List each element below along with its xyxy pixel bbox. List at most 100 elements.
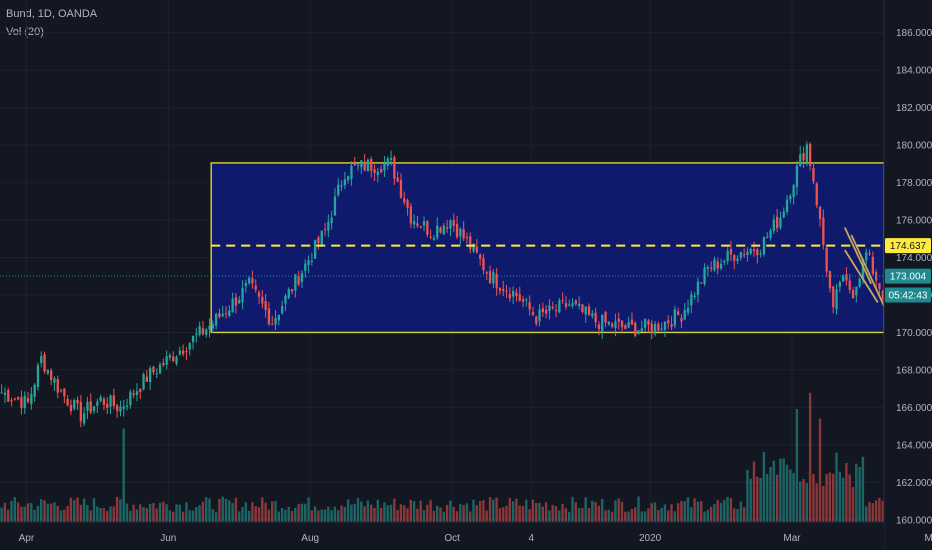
volume-bar	[46, 503, 49, 522]
candle-body	[403, 198, 406, 203]
volume-bar	[802, 479, 805, 522]
candle-body	[396, 177, 399, 182]
volume-bar	[871, 502, 874, 522]
volume-bar	[874, 500, 878, 522]
volume-bar	[769, 466, 772, 522]
candle-body	[406, 200, 409, 208]
candle-body	[733, 255, 736, 261]
candle-body	[36, 365, 40, 387]
candle-body	[317, 237, 320, 244]
volume-bar	[294, 507, 297, 522]
candle-body	[630, 319, 634, 325]
volume-bar	[498, 508, 502, 522]
volume-bar	[700, 501, 703, 522]
volume-bar	[799, 481, 802, 522]
volume-bar	[139, 504, 142, 522]
volume-bar	[122, 428, 125, 522]
volume-bar	[264, 502, 267, 522]
candle-body	[208, 325, 211, 330]
volume-bar	[620, 501, 624, 522]
volume-bar	[323, 509, 327, 522]
volume-bar	[713, 504, 716, 522]
candle-body	[660, 328, 663, 330]
candle-body	[729, 249, 733, 255]
volume-bar	[624, 511, 627, 522]
candle-body	[706, 267, 709, 269]
volume-bar	[102, 508, 106, 522]
volume-bar	[317, 510, 320, 522]
price-tag-box	[885, 238, 931, 254]
range-box[interactable]	[210, 162, 885, 334]
volume-bar	[373, 507, 376, 522]
volume-bar	[825, 473, 828, 522]
candle-body	[488, 271, 492, 284]
volume-bar	[861, 456, 865, 522]
volume-bar	[660, 507, 663, 522]
price-tick-label: 180.000	[896, 141, 932, 152]
candle-body	[139, 388, 142, 392]
candle-body	[340, 185, 343, 187]
volume-bar	[320, 509, 323, 522]
volume-bar	[135, 509, 139, 522]
volume-bar	[195, 507, 198, 522]
candle-body	[96, 401, 99, 406]
volume-bar	[835, 452, 838, 522]
candle-body	[548, 305, 551, 312]
candle-body	[848, 280, 851, 290]
volume-bar	[389, 504, 393, 522]
volume-bar	[465, 503, 469, 522]
volume-bar	[92, 498, 96, 522]
candle-body	[719, 263, 723, 269]
volume-bar	[191, 510, 195, 522]
candle-body	[779, 217, 782, 228]
time-axis[interactable]: AprJunAugOct42020MarMayJul	[0, 521, 932, 550]
candle-body	[683, 309, 686, 320]
symbol-legend[interactable]: Bund, 1D, OANDA	[6, 8, 98, 20]
volume-bar	[525, 499, 528, 522]
volume-bar	[188, 510, 191, 522]
candle-body	[446, 227, 449, 229]
candle-body	[459, 228, 462, 237]
candle-body	[462, 229, 465, 239]
volume-bar	[782, 458, 785, 522]
volume-bar	[238, 511, 241, 522]
candle-body	[680, 317, 683, 322]
candle-body	[119, 406, 122, 412]
candle-body	[584, 306, 587, 315]
volume-bar	[805, 483, 808, 522]
candle-body	[264, 301, 267, 311]
volume-bar	[254, 506, 257, 522]
volume-bar	[257, 507, 261, 522]
volume-bar	[277, 511, 280, 522]
volume-bar	[832, 473, 835, 522]
candle-body	[218, 313, 221, 318]
candle-body	[861, 259, 865, 279]
candle-body	[422, 221, 426, 226]
candle-body	[452, 219, 455, 226]
volume-bar	[409, 499, 412, 522]
volume-bar	[792, 473, 795, 522]
candle-body	[554, 310, 558, 312]
volume-bar	[779, 458, 782, 522]
candle-body	[53, 378, 56, 383]
candle-body	[624, 325, 627, 329]
candle-body	[842, 275, 845, 282]
volume-bar	[505, 505, 508, 522]
candle-body	[56, 379, 59, 393]
volume-bar	[865, 506, 868, 522]
volume-bar	[3, 502, 7, 522]
volume-bar	[693, 498, 696, 522]
time-tick-label: Jun	[160, 533, 176, 544]
candle-body	[812, 168, 815, 182]
volume-bar	[762, 451, 766, 522]
candle-body	[129, 391, 132, 406]
candle-body	[261, 296, 264, 304]
candle-body	[759, 253, 762, 255]
candle-body	[416, 223, 419, 226]
candle-body	[465, 237, 469, 239]
volume-bar	[0, 507, 3, 522]
candle-body	[224, 313, 228, 315]
volume-legend[interactable]: Vol (20)	[6, 26, 44, 38]
candle-body	[475, 246, 478, 253]
